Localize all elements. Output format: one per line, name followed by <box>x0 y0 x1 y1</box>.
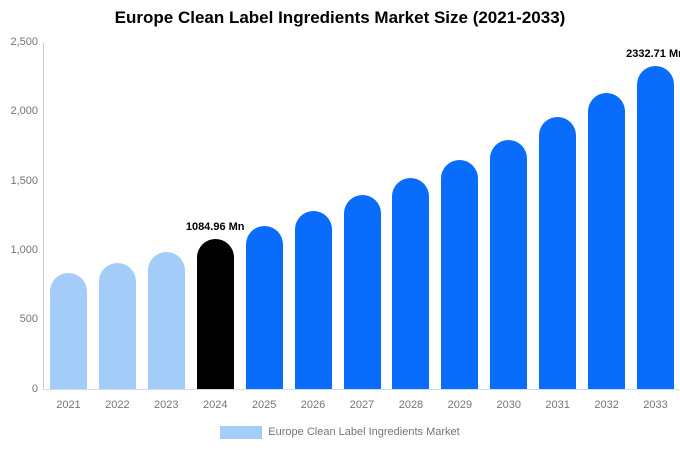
bar-2022[interactable] <box>98 262 136 389</box>
x-tick-label-2032: 2032 <box>594 399 619 411</box>
y-tick-label-2000: 2,000 <box>10 105 38 118</box>
bar-2030[interactable] <box>490 139 528 389</box>
bar-2028[interactable] <box>392 178 430 389</box>
x-tick-label-2029: 2029 <box>447 399 473 411</box>
x-tick-label-2027: 2027 <box>349 399 375 411</box>
bar-2031[interactable] <box>539 117 577 389</box>
x-tick-label-2026: 2026 <box>300 399 326 411</box>
x-tick-label-2031: 2031 <box>545 399 570 411</box>
bar-2033[interactable] <box>637 65 674 389</box>
legend[interactable]: Europe Clean Label Ingredients Market <box>0 426 680 439</box>
legend-label: Europe Clean Label Ingredients Market <box>268 426 460 438</box>
x-tick-label-2023: 2023 <box>154 399 179 411</box>
bar-2025[interactable] <box>245 225 283 389</box>
bar-2027[interactable] <box>343 195 381 389</box>
y-tick-label-0: 0 <box>31 382 38 395</box>
x-axis-baseline <box>43 389 680 390</box>
bar-2024[interactable] <box>196 238 234 389</box>
bar-2021[interactable] <box>50 273 87 389</box>
value-label-2024: 1084.96 Mn <box>185 220 245 233</box>
x-tick-label-2028: 2028 <box>398 399 424 411</box>
x-tick-label-2030: 2030 <box>496 399 521 411</box>
legend-swatch <box>220 426 263 439</box>
chart-title: Europe Clean Label Ingredients Market Si… <box>114 8 566 27</box>
x-tick-label-2033: 2033 <box>643 399 668 411</box>
bar-2029[interactable] <box>441 159 479 389</box>
bar-2023[interactable] <box>147 251 185 389</box>
bar-2026[interactable] <box>294 210 332 389</box>
y-tick-label-1000: 1,000 <box>10 243 38 256</box>
y-tick-label-500: 500 <box>19 313 38 326</box>
x-tick-label-2025: 2025 <box>251 399 277 411</box>
x-tick-label-2021: 2021 <box>56 399 81 411</box>
value-label-2033: 2332.71 Mn <box>626 47 680 60</box>
y-tick-label-2500: 2,500 <box>10 36 38 48</box>
x-tick-label-2024: 2024 <box>203 399 228 411</box>
x-tick-label-2022: 2022 <box>105 399 130 411</box>
y-axis-line <box>43 42 44 389</box>
y-tick-label-1500: 1,500 <box>10 174 38 187</box>
bar-2032[interactable] <box>588 93 626 389</box>
